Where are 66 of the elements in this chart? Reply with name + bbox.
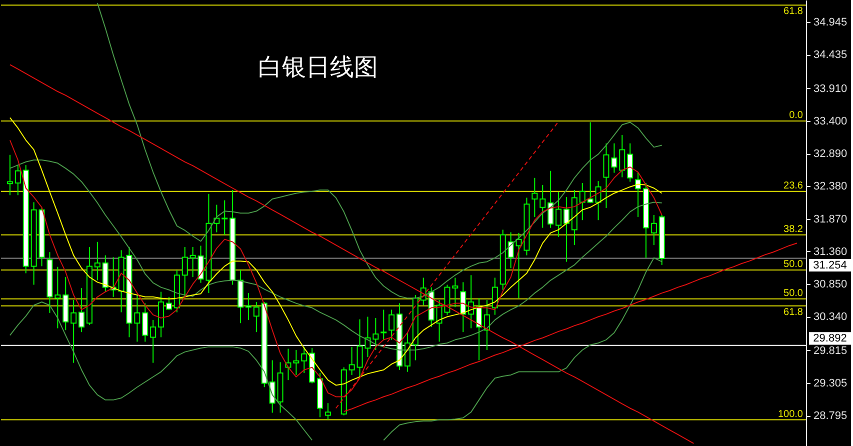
- annotation: 38.2: [784, 224, 804, 235]
- candlestick: [603, 142, 610, 208]
- candlestick: [619, 134, 626, 178]
- annotation: 23.6: [784, 180, 804, 192]
- candlestick: [6, 154, 13, 196]
- candlestick: [563, 196, 570, 262]
- candlestick: [324, 402, 331, 420]
- y-tick-label: 30.850: [814, 278, 848, 291]
- candlestick: [579, 182, 586, 221]
- annotation: 50.0: [784, 259, 804, 270]
- candlestick: [253, 302, 260, 333]
- candlestick: [404, 332, 410, 372]
- y-tick-label: 29.305: [814, 377, 848, 390]
- candlestick: [380, 309, 387, 340]
- text: 白银日线图: [258, 53, 378, 81]
- candlestick: [635, 172, 642, 218]
- candlestick: [150, 319, 156, 364]
- candlestick: [54, 266, 61, 329]
- annotation: 0.0: [789, 110, 804, 121]
- annotation: 100.0: [778, 408, 804, 420]
- candlestick: [548, 170, 554, 228]
- candlestick: [388, 309, 395, 340]
- y-tick-label: 34.945: [814, 16, 848, 29]
- candlestick: [245, 292, 252, 320]
- candlestick: [78, 287, 85, 333]
- candlestick: [532, 177, 538, 218]
- candlestick: [492, 277, 498, 316]
- y-tick-label: 32.890: [814, 148, 848, 160]
- y-tick-label: 33.400: [814, 115, 848, 128]
- candlestick: [70, 300, 77, 364]
- candlestick: [452, 277, 458, 308]
- candlestick: [508, 232, 514, 269]
- y-tick-label: 31.870: [814, 213, 848, 226]
- y-tick-label: 34.435: [814, 49, 848, 62]
- y-tick-label: 32.380: [814, 180, 848, 193]
- candlestick: [222, 200, 228, 236]
- candlestick: [540, 184, 546, 228]
- candlestick: [611, 142, 618, 174]
- candlestick: [372, 318, 379, 351]
- candlestick: [650, 214, 657, 246]
- candlestick: [587, 122, 594, 204]
- y-tick-label: 31.360: [814, 246, 848, 258]
- candlestick: [190, 246, 196, 278]
- annotation: 61.8: [784, 306, 804, 318]
- ref-line-label: 29.892: [813, 332, 847, 344]
- candlestick: [142, 302, 148, 342]
- candlestick: [293, 350, 300, 376]
- y-tick-label: 33.910: [814, 82, 848, 95]
- candlestick: [94, 241, 100, 281]
- annotation: 50.0: [784, 288, 804, 299]
- candlestick: [627, 142, 634, 182]
- candlestick: [269, 360, 276, 414]
- candlestick: [301, 346, 308, 374]
- candlestick: [134, 294, 140, 342]
- candlestick: [166, 296, 172, 310]
- y-tick-label: 30.340: [814, 311, 848, 324]
- candlestick: [348, 346, 355, 376]
- candlestick: [182, 246, 188, 298]
- annotation: 61.8: [784, 6, 804, 18]
- ref-line-label: 31.254: [813, 259, 847, 272]
- candlestick: [14, 164, 21, 196]
- y-tick-label: 29.815: [814, 344, 848, 357]
- y-tick-label: 28.795: [814, 410, 848, 422]
- candlestick: [214, 204, 220, 233]
- line-series: [335, 121, 560, 409]
- candlestick: [556, 191, 562, 238]
